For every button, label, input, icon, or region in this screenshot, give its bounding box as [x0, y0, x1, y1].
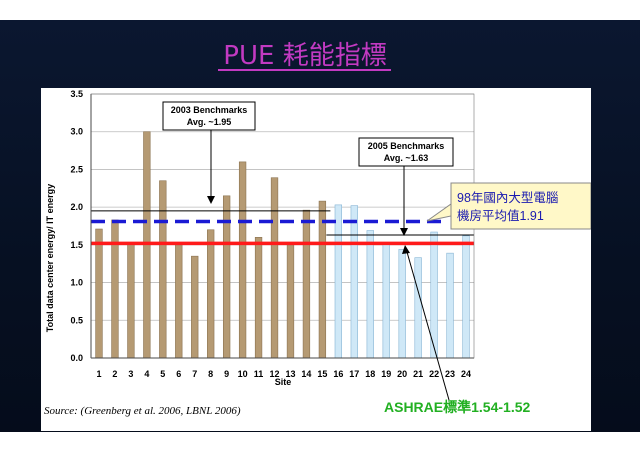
y-tick-label: 2.0: [70, 202, 83, 212]
x-tick-label: 4: [144, 369, 149, 379]
y-tick-label: 2.5: [70, 164, 83, 174]
x-tick-label: 2: [112, 369, 117, 379]
x-tick-label: 11: [254, 369, 264, 379]
bench2003-box: [162, 101, 256, 131]
reference-lines: [91, 210, 474, 246]
x-tick-label: 21: [413, 369, 423, 379]
y-axis-label: Total data center energy/ IT energy: [45, 184, 55, 332]
x-tick-label: 24: [461, 369, 471, 379]
y-tick-label: 0.0: [70, 353, 83, 363]
bar: [191, 255, 199, 359]
bar: [366, 230, 374, 359]
bar: [302, 209, 311, 359]
y-tick-label: 1.5: [70, 240, 83, 250]
bench2005-box: [358, 137, 454, 167]
x-tick-label: 13: [285, 369, 295, 379]
bar: [270, 177, 279, 359]
x-tick-label: 10: [238, 369, 248, 379]
x-tick-label: 22: [429, 369, 439, 379]
bar: [175, 244, 183, 359]
bar: [462, 235, 470, 359]
bar: [127, 243, 135, 359]
y-tick-label: 3.5: [70, 89, 83, 99]
x-tick-label: 16: [333, 369, 343, 379]
bar: [398, 249, 406, 359]
bar: [159, 180, 167, 359]
x-tick-label: 17: [349, 369, 359, 379]
x-axis-label: Site: [275, 377, 292, 387]
x-tick-label: 8: [208, 369, 213, 379]
bar: [95, 228, 103, 359]
bench2003-arrowhead: [207, 196, 215, 204]
bar: [350, 205, 358, 359]
taiwan-callout-line2: 機房平均值1.91: [457, 208, 544, 223]
y-tick-label: 0.5: [70, 315, 83, 325]
ashrae-arrowhead: [402, 245, 410, 254]
bar: [111, 219, 119, 359]
bar: [382, 243, 390, 359]
bench2005-line1: 2005 Benchmarks: [368, 141, 445, 151]
taiwan-callout-line1: 98年國內大型電腦: [457, 190, 558, 205]
x-tick-label: 20: [397, 369, 407, 379]
y-tick-label: 1.0: [70, 278, 83, 288]
bar: [286, 244, 295, 359]
chart-panel: 0.0 0.5 1.0 1.5 2.0 2.5 3.0 3.5 1 2 3 4 5 6 7 8 9 10 11 12…: [41, 88, 592, 431]
x-tick-label: 6: [176, 369, 181, 379]
x-tick-labels: 1 2 3 4 5 6 7 8 9 10 11 12 13 14 15 16 17 18 19 20 21 22 23 24: [96, 369, 471, 379]
bench2003-line1: 2003 Benchmarks: [171, 105, 248, 115]
bench2005-line2: Avg. ~1.63: [384, 153, 428, 163]
y-tick-label: 3.0: [70, 127, 83, 137]
x-tick-label: 7: [192, 369, 197, 379]
pue-bar-chart: 0.00.51.01.52.02.53.03.5 1 2 3 4 5 6 7 8 9 10 11 12…: [44, 89, 592, 417]
x-tick-label: 14: [301, 369, 311, 379]
taiwan-callout-box: [450, 182, 592, 230]
bench2005-arrowhead: [400, 228, 408, 236]
ashrae-arrow: [406, 251, 450, 401]
bar: [238, 161, 247, 359]
x-tick-label: 1: [96, 369, 101, 379]
bar: [414, 257, 422, 359]
x-tick-label: 23: [445, 369, 455, 379]
source-citation: Source: (Greenberg et al. 2006, LBNL 200…: [44, 405, 241, 417]
x-tick-label: 12: [270, 369, 280, 379]
bar: [254, 237, 263, 359]
ashrae-label: ASHRAE標準1.54-1.52: [384, 399, 530, 415]
bar: [446, 252, 454, 359]
bench2003-line2: Avg. ~1.95: [187, 117, 231, 127]
x-tick-label: 5: [160, 369, 165, 379]
x-tick-label: 9: [224, 369, 229, 379]
x-tick-label: 3: [128, 369, 133, 379]
bar: [318, 200, 327, 359]
slide-title-area: PUE 耗能指標: [218, 41, 391, 71]
y-tick-labels: 0.0 0.5 1.0 1.5 2.0 2.5 3.0 3.5: [70, 89, 83, 363]
x-tick-label: 15: [317, 369, 327, 379]
bar: [207, 229, 215, 359]
slide-title: PUE 耗能指標: [223, 41, 386, 71]
x-tick-label: 19: [381, 369, 391, 379]
x-tick-label: 18: [365, 369, 375, 379]
bar: [334, 204, 343, 359]
